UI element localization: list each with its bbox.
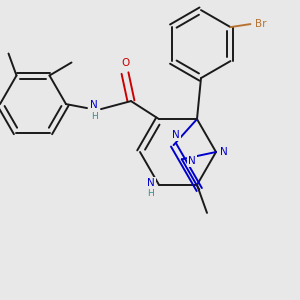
Text: N: N (220, 147, 228, 157)
Text: O: O (121, 58, 129, 68)
Text: Br: Br (255, 19, 266, 29)
Text: N: N (172, 130, 179, 140)
Text: H: H (148, 189, 154, 198)
Text: N: N (188, 156, 196, 166)
Text: N: N (147, 178, 155, 188)
Text: N: N (90, 100, 98, 110)
Text: H: H (91, 112, 98, 121)
